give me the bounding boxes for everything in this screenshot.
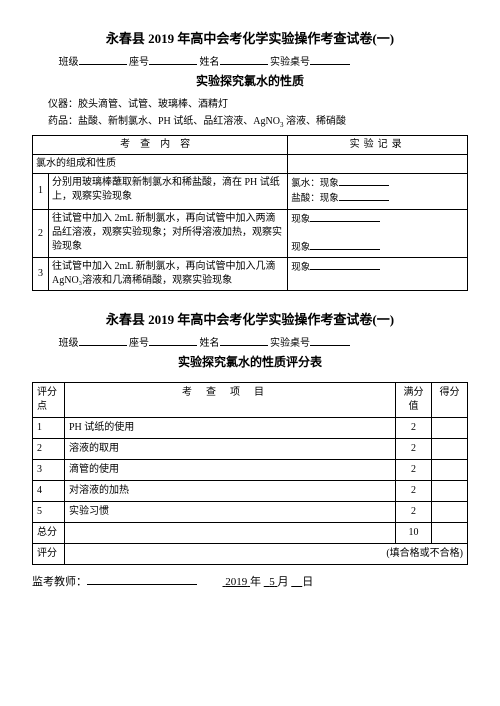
sh1: 评分点 xyxy=(33,383,65,418)
reagents-line: 药品：盐酸、新制氯水、PH 试纸、品红溶液、AgNO3 溶液、稀硝酸 xyxy=(32,112,468,129)
info-line-1: 班级 座号 姓名 实验桌号 xyxy=(32,53,468,68)
subtitle-2: 实验探究氯水的性质评分表 xyxy=(32,353,468,370)
row3-record: 现象 xyxy=(288,258,468,291)
exam-table-1: 考查内容 实验记录 氯水的组成和性质 1 分别用玻璃棒蘸取新制氯水和稀盐酸，滴在… xyxy=(32,135,468,291)
page-title: 永春县 2019 年高中会考化学实验操作考查试卷(一) xyxy=(32,28,468,47)
row3-num: 3 xyxy=(33,258,49,291)
info-line-2: 班级 座号 姓名 实验桌号 xyxy=(32,334,468,349)
apparatus-line: 仪器：胶头滴管、试管、玻璃棒、酒精灯 xyxy=(32,95,468,110)
label-desk: 实验桌号 xyxy=(270,57,310,68)
sh3: 满分值 xyxy=(396,383,432,418)
row2-record: 现象 现象 xyxy=(288,209,468,258)
row3-content: 往试管中加入 2mL 新制氯水，再向试管中加入几滴 AgNO₃溶液和几滴稀硝酸，… xyxy=(49,258,288,291)
label-name: 姓名 xyxy=(200,57,220,68)
group-row: 氯水的组成和性质 xyxy=(33,155,288,174)
row2-num: 2 xyxy=(33,209,49,258)
total-label: 总分 xyxy=(33,523,65,544)
label-seat: 座号 xyxy=(129,57,149,68)
sh2: 考查项目 xyxy=(65,383,396,418)
hdr-record: 实验记录 xyxy=(288,136,468,155)
row1-record: 氯水：现象 盐酸：现象 xyxy=(288,174,468,210)
eval-label: 评分 xyxy=(33,544,65,565)
signature-line: 监考教师： 2019 年 5 月 日 xyxy=(32,573,468,589)
label-class: 班级 xyxy=(59,57,79,68)
sh4: 得分 xyxy=(432,383,468,418)
page-title-2: 永春县 2019 年高中会考化学实验操作考查试卷(一) xyxy=(32,309,468,328)
row1-content: 分别用玻璃棒蘸取新制氯水和稀盐酸，滴在 PH 试纸上，观察实验现象 xyxy=(49,174,288,210)
eval-hint: (填合格或不合格) xyxy=(65,544,468,565)
hdr-content: 考查内容 xyxy=(33,136,288,155)
row2-content: 往试管中加入 2mL 新制氯水，再向试管中加入两滴品红溶液，观察实验现象；对所得… xyxy=(49,209,288,258)
score-table: 评分点 考查项目 满分值 得分 1PH 试纸的使用2 2溶液的取用2 3滴管的使… xyxy=(32,382,468,565)
subtitle-1: 实验探究氯水的性质 xyxy=(32,72,468,89)
row1-num: 1 xyxy=(33,174,49,210)
